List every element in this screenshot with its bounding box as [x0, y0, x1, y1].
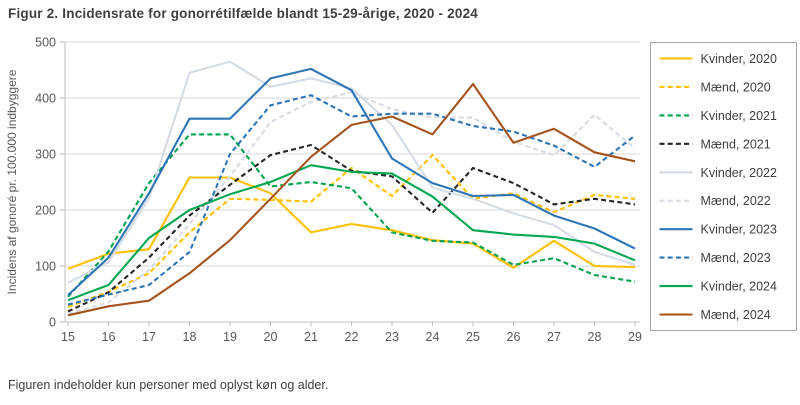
x-tick-label: 15	[61, 330, 75, 344]
series-line-m-nd-2024	[67, 82, 636, 317]
chart-title: Figur 2. Incidensrate for gonorrétilfæld…	[8, 6, 478, 21]
legend: Kvinder, 2020 Mænd, 2020 Kvinder, 2021 Mænd…	[650, 42, 797, 331]
legend-label: Kvinder, 2023	[701, 223, 777, 237]
y-tick-label: 200	[35, 204, 56, 218]
legend-item-m-nd-2022: Mænd, 2022	[659, 194, 771, 208]
x-tick-label: 29	[628, 330, 642, 344]
legend-item-kvinder-2022: Kvinder, 2022	[659, 166, 777, 180]
chart-footnote: Figuren indeholder kun personer med oply…	[8, 378, 329, 392]
y-axis-label: Incidens af gonoré pr. 100.000 indbygger…	[5, 69, 19, 294]
series-line-kvinder-2021	[67, 133, 636, 298]
x-tick-label: 19	[223, 330, 237, 344]
series-line-m-nd-2021	[67, 143, 636, 313]
series-line-kvinder-2024	[67, 164, 636, 302]
legend-label: Kvinder, 2020	[701, 52, 777, 66]
legend-item-kvinder-2024: Kvinder, 2024	[659, 280, 777, 294]
legend-label: Mænd, 2021	[701, 137, 771, 151]
legend-item-m-nd-2020: Mænd, 2020	[659, 80, 771, 94]
y-tick-label: 500	[35, 36, 56, 50]
series-line-kvinder-2023	[67, 67, 636, 296]
legend-label: Kvinder, 2021	[701, 109, 777, 123]
series-line-m-nd-2020	[67, 154, 636, 308]
y-tick-label: 300	[35, 148, 56, 162]
legend-label: Kvinder, 2022	[701, 166, 777, 180]
legend-label: Mænd, 2023	[701, 251, 771, 265]
x-tick-label: 24	[426, 330, 440, 344]
legend-label: Mænd, 2020	[701, 80, 771, 94]
x-tick-label: 17	[142, 330, 156, 344]
legend-item-m-nd-2024: Mænd, 2024	[659, 308, 771, 322]
legend-label: Mænd, 2024	[701, 308, 771, 322]
x-tick-label: 21	[304, 330, 318, 344]
x-tick-label: 23	[385, 330, 399, 344]
y-tick-label: 0	[49, 316, 56, 330]
series-line-kvinder-2022	[67, 60, 636, 284]
legend-label: Mænd, 2022	[701, 194, 771, 208]
x-tick-label: 25	[466, 330, 480, 344]
x-tick-label: 20	[264, 330, 278, 344]
legend-box	[650, 42, 797, 331]
x-tick-label: 18	[183, 330, 197, 344]
legend-item-m-nd-2023: Mænd, 2023	[659, 251, 771, 265]
x-tick-label: 22	[345, 330, 359, 344]
series-line-kvinder-2020	[67, 176, 636, 270]
series-line-m-nd-2023	[67, 94, 636, 306]
legend-item-m-nd-2021: Mænd, 2021	[659, 137, 771, 151]
x-tick-label: 26	[507, 330, 521, 344]
y-tick-label: 100	[35, 260, 56, 274]
legend-item-kvinder-2023: Kvinder, 2023	[659, 223, 777, 237]
y-tick-label: 400	[35, 92, 56, 106]
x-tick-label: 27	[547, 330, 561, 344]
legend-item-kvinder-2020: Kvinder, 2020	[659, 52, 777, 66]
series-line-m-nd-2022	[67, 91, 636, 315]
legend-label: Kvinder, 2024	[701, 280, 777, 294]
legend-item-kvinder-2021: Kvinder, 2021	[659, 109, 777, 123]
x-tick-label: 16	[102, 330, 116, 344]
x-tick-label: 28	[588, 330, 602, 344]
